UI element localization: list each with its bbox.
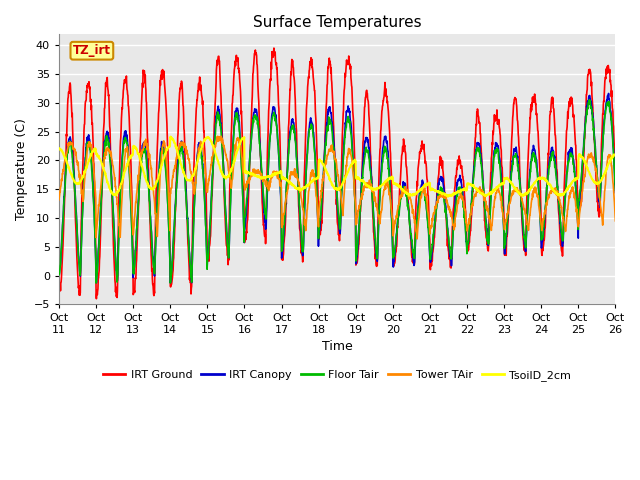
TsoilD_2cm: [87, 152, 95, 157]
Floor Tair: [264, 178, 271, 183]
TsoilD_2cm: [285, 179, 293, 184]
Tower TAir: [55, 197, 63, 203]
IRT Ground: [436, 161, 444, 167]
X-axis label: Time: Time: [322, 340, 353, 353]
IRT Ground: [93, 296, 100, 301]
TsoilD_2cm: [174, 151, 182, 157]
TsoilD_2cm: [264, 174, 271, 180]
Floor Tair: [174, 163, 182, 169]
IRT Ground: [55, 285, 63, 290]
Floor Tair: [55, 272, 63, 277]
Floor Tair: [586, 97, 593, 103]
TsoilD_2cm: [55, 146, 63, 152]
IRT Ground: [612, 181, 620, 187]
Tower TAir: [174, 149, 182, 155]
Floor Tair: [285, 142, 293, 147]
Line: Floor Tair: Floor Tair: [59, 100, 616, 283]
IRT Ground: [87, 96, 95, 102]
Floor Tair: [87, 155, 95, 160]
IRT Canopy: [612, 190, 620, 195]
IRT Ground: [283, 184, 291, 190]
Tower TAir: [87, 142, 95, 147]
Legend: IRT Ground, IRT Canopy, Floor Tair, Tower TAir, TsoilD_2cm: IRT Ground, IRT Canopy, Floor Tair, Towe…: [99, 365, 576, 385]
IRT Ground: [174, 131, 182, 136]
IRT Ground: [285, 102, 293, 108]
Y-axis label: Temperature (C): Temperature (C): [15, 118, 28, 220]
TsoilD_2cm: [167, 134, 175, 140]
TsoilD_2cm: [444, 194, 452, 200]
IRT Canopy: [166, 280, 174, 286]
IRT Canopy: [435, 179, 443, 184]
Tower TAir: [217, 133, 225, 139]
Floor Tair: [92, 280, 100, 286]
TsoilD_2cm: [612, 152, 620, 157]
Floor Tair: [612, 187, 620, 193]
IRT Canopy: [55, 271, 63, 277]
Tower TAir: [282, 195, 290, 201]
Line: IRT Canopy: IRT Canopy: [59, 94, 616, 283]
IRT Ground: [264, 149, 271, 155]
Line: TsoilD_2cm: TsoilD_2cm: [59, 137, 616, 197]
Title: Surface Temperatures: Surface Temperatures: [253, 15, 422, 30]
IRT Canopy: [174, 157, 182, 163]
Floor Tair: [435, 190, 443, 196]
IRT Canopy: [282, 186, 290, 192]
Text: TZ_irt: TZ_irt: [73, 44, 111, 57]
IRT Canopy: [285, 137, 293, 143]
IRT Canopy: [264, 187, 271, 192]
Tower TAir: [285, 179, 293, 185]
IRT Canopy: [605, 91, 612, 96]
IRT Ground: [270, 45, 278, 51]
TsoilD_2cm: [435, 189, 443, 194]
Tower TAir: [436, 193, 444, 199]
Tower TAir: [413, 236, 421, 242]
Line: IRT Ground: IRT Ground: [59, 48, 616, 299]
Tower TAir: [264, 183, 271, 189]
Tower TAir: [612, 218, 620, 224]
TsoilD_2cm: [282, 177, 290, 183]
Line: Tower TAir: Tower TAir: [59, 136, 616, 239]
Floor Tair: [282, 185, 290, 191]
IRT Canopy: [87, 151, 95, 157]
